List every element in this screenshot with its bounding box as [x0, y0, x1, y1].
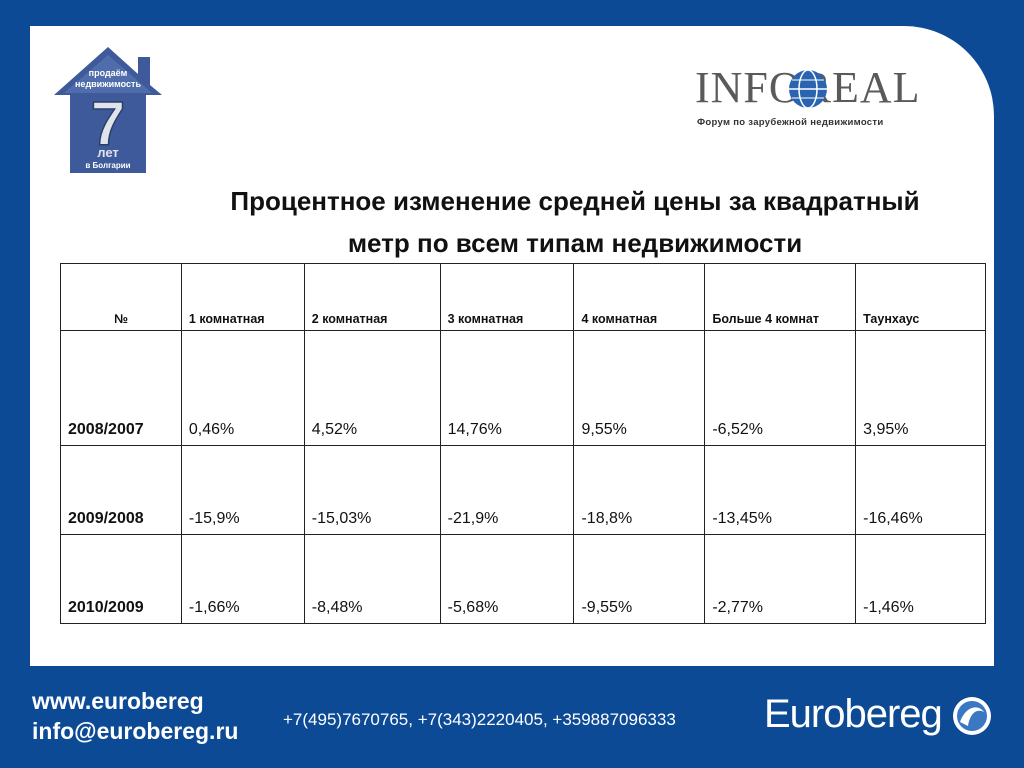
- website-link[interactable]: www.eurobereg: [32, 688, 204, 714]
- house-line1: продаём: [89, 68, 128, 78]
- table-cell: -16,46%: [855, 445, 986, 535]
- email-link[interactable]: info@eurobereg.ru: [32, 718, 239, 744]
- header-cell: 3 комнатная: [439, 263, 575, 331]
- table-cell: -6,52%: [704, 330, 857, 446]
- table-row: 2008/2007 0,46% 4,52% 14,76% 9,55% -6,52…: [60, 330, 986, 446]
- table-cell: -5,68%: [439, 534, 575, 624]
- table-cell: -18,8%: [573, 445, 706, 535]
- inforeal-tagline: Форум по зарубежной недвижимости: [697, 117, 884, 128]
- table-cell: -9,55%: [573, 534, 706, 624]
- page-title: Процентное изменение средней цены за ква…: [170, 180, 980, 264]
- table-row: 2009/2008 -15,9% -15,03% -21,9% -18,8% -…: [60, 445, 986, 535]
- table-cell: -8,48%: [303, 534, 441, 624]
- row-year: 2010/2009: [60, 534, 182, 624]
- eurobereg-brand: Eurobereg: [764, 692, 943, 736]
- footer-phones: +7(495)7670765, +7(343)2220405, +3598870…: [283, 710, 676, 729]
- table-cell: -1,46%: [855, 534, 986, 624]
- table-row: 2010/2009 -1,66% -8,48% -5,68% -9,55% -2…: [60, 534, 986, 624]
- table-cell: 14,76%: [439, 330, 575, 446]
- eurobereg-logo: Eurobereg: [764, 690, 994, 750]
- house-line3: лет: [97, 145, 119, 160]
- house-number: 7: [91, 90, 125, 159]
- table-cell: 9,55%: [573, 330, 706, 446]
- table-cell: -15,03%: [303, 445, 441, 535]
- table-cell: 4,52%: [303, 330, 441, 446]
- house-line2: недвижимость: [75, 79, 141, 89]
- header-cell: 4 комнатная: [573, 263, 706, 331]
- header-cell: Таунхаус: [855, 263, 986, 331]
- globe-icon: [789, 69, 827, 109]
- footer-contacts: www.eurobereg info@eurobereg.ru: [32, 686, 238, 746]
- wave-icon: [953, 697, 991, 735]
- header-cell: 1 комнатная: [180, 263, 305, 331]
- house-line4: в Болгарии: [85, 161, 130, 170]
- table-cell: -13,45%: [704, 445, 857, 535]
- header-cell: Больше 4 комнат: [704, 263, 857, 331]
- table-cell: 3,95%: [855, 330, 986, 446]
- price-change-table: № 1 комнатная 2 комнатная 3 комнатная 4 …: [60, 263, 986, 624]
- table-cell: -1,66%: [180, 534, 305, 624]
- inforeal-logo: INFOREAL Форум по зарубежной недвижимост…: [695, 62, 935, 132]
- row-year: 2009/2008: [60, 445, 182, 535]
- table-cell: -21,9%: [439, 445, 575, 535]
- house-logo: продаём недвижимость 7 лет в Болгарии: [54, 47, 162, 173]
- table-header-row: № 1 комнатная 2 комнатная 3 комнатная 4 …: [60, 263, 986, 331]
- table-cell: 0,46%: [180, 330, 305, 446]
- table-cell: -15,9%: [180, 445, 305, 535]
- title-line-2: метр по всем типам недвижимости: [347, 228, 803, 258]
- header-cell: №: [60, 263, 182, 331]
- table-cell: -2,77%: [704, 534, 857, 624]
- header-cell: 2 комнатная: [303, 263, 441, 331]
- row-year: 2008/2007: [60, 330, 182, 446]
- title-line-1: Процентное изменение средней цены за ква…: [230, 186, 920, 216]
